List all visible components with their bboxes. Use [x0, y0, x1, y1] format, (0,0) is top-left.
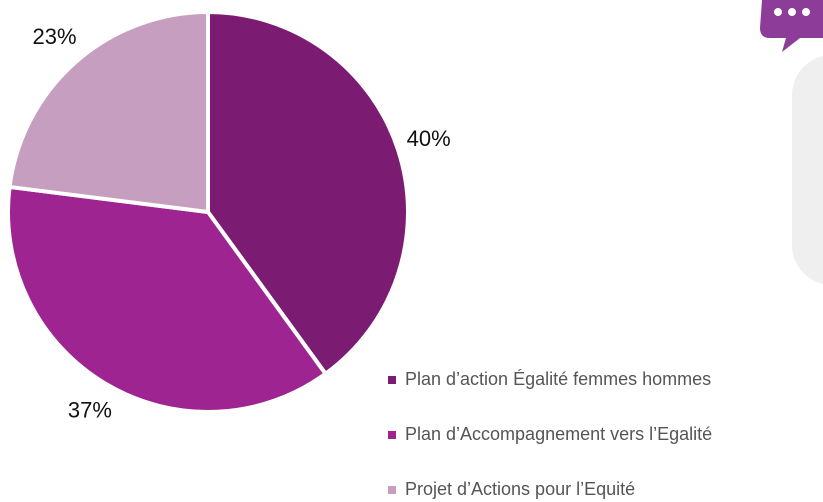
legend-label: Plan d’action Égalité femmes hommes — [405, 369, 711, 389]
pie-slice — [7, 9, 210, 215]
pie-slice — [6, 184, 329, 414]
chat-icon — [760, 0, 823, 52]
side-panel — [792, 56, 823, 284]
value-label: 40% — [407, 126, 451, 151]
legend-swatch — [388, 431, 396, 439]
value-label: 37% — [68, 398, 112, 423]
legend-label: Plan d’Accompagnement vers l’Egalité — [405, 424, 712, 444]
legend-swatch — [388, 376, 396, 384]
legend-label: Projet d’Actions pour l’Equité — [405, 479, 635, 499]
legend-swatch — [388, 486, 396, 494]
value-label: 23% — [33, 24, 77, 49]
pie-slice — [206, 9, 410, 377]
